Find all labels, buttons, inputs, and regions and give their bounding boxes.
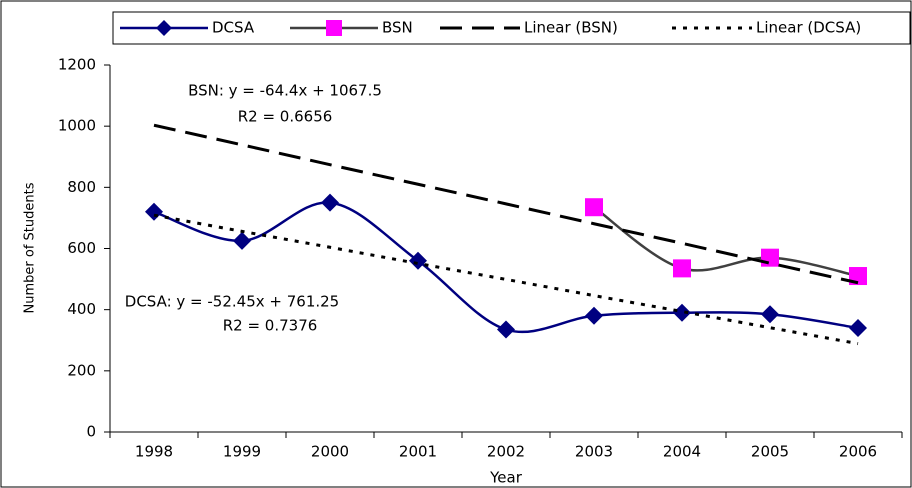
x-tick-label: 2004 [663, 443, 701, 461]
data-point [673, 303, 691, 322]
series-line [593, 206, 859, 278]
data-point [321, 193, 339, 212]
legend-marker [156, 20, 172, 36]
data-point [145, 202, 163, 221]
data-point [585, 306, 603, 325]
x-tick-label: 2006 [839, 443, 877, 461]
series-line [153, 213, 859, 346]
legend-label: Linear (DCSA) [756, 19, 861, 37]
y-tick-label: 0 [86, 423, 96, 441]
data-point [849, 319, 867, 338]
y-tick-label: 400 [67, 300, 96, 318]
x-axis-title: Year [489, 469, 523, 487]
legend-label: Linear (BSN) [524, 19, 618, 37]
data-point [585, 198, 603, 217]
annotation: R2 = 0.6656 [238, 108, 333, 126]
legend-label: BSN [382, 19, 413, 37]
x-tick-label: 2003 [575, 443, 613, 461]
annotation: BSN: y = -64.4x + 1067.5 [188, 82, 382, 100]
x-tick-label: 1999 [223, 443, 261, 461]
x-tick-label: 2001 [399, 443, 437, 461]
annotation: DCSA: y = -52.45x + 761.25 [125, 293, 339, 311]
y-tick-label: 200 [67, 361, 96, 379]
legend-label: DCSA [212, 19, 255, 37]
data-point [497, 320, 515, 339]
annotation: R2 = 0.7376 [223, 317, 318, 335]
x-tick-label: 2000 [311, 443, 349, 461]
series-line [153, 123, 859, 285]
x-tick-label: 2005 [751, 443, 789, 461]
data-point [673, 259, 691, 278]
data-point [761, 305, 779, 324]
y-tick-label: 1200 [58, 56, 96, 74]
y-axis-title: Number of Students [23, 182, 38, 313]
legend-marker [326, 20, 342, 36]
y-tick-label: 600 [67, 239, 96, 257]
y-tick-label: 800 [67, 178, 96, 196]
x-tick-label: 2002 [487, 443, 525, 461]
data-point [761, 248, 779, 267]
data-point [233, 231, 251, 250]
y-tick-label: 1000 [58, 117, 96, 135]
x-tick-label: 1998 [135, 443, 173, 461]
data-point [409, 251, 427, 270]
